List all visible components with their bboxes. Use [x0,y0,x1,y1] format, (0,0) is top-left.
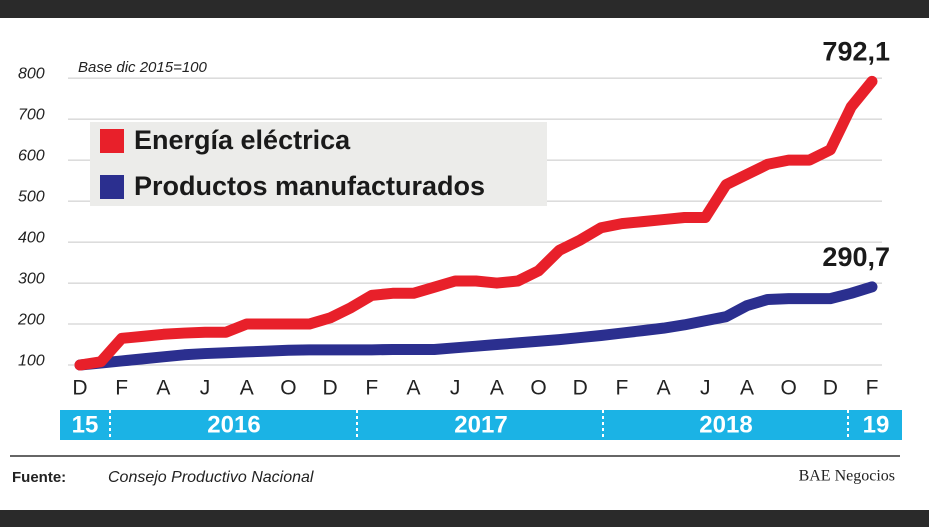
x-tick-label: A [406,377,420,400]
y-tick-label: 100 [18,352,45,369]
x-tick-label: O [280,377,296,400]
x-tick-label: A [240,377,254,400]
x-tick-label: J [450,377,461,400]
x-tick-label: D [823,377,838,400]
legend-label: Energía eléctrica [134,125,351,155]
x-tick-label: A [490,377,504,400]
year-label: 2016 [207,411,260,438]
year-label: 15 [72,411,99,438]
x-tick-label: J [700,377,711,400]
year-label: 19 [863,411,890,438]
value-label: 792,1 [822,37,890,67]
x-tick-label: F [866,377,879,400]
source-label: Fuente: [12,469,66,486]
series-line [74,75,878,371]
credit: BAE Negocios [799,468,895,485]
bottom-bar [0,510,929,527]
source: Consejo Productivo Nacional [108,469,314,486]
x-tick-label: A [657,377,671,400]
y-tick-label: 400 [18,229,45,246]
y-tick-label: 200 [17,311,45,328]
x-tick-label: F [615,377,628,400]
x-tick-label: D [72,377,87,400]
legend-box [90,122,547,206]
year-band [60,410,902,440]
subtitle: Base dic 2015=100 [78,59,208,76]
year-label: 2018 [699,411,752,438]
x-tick-label: O [780,377,796,400]
y-tick-label: 300 [18,270,45,287]
legend-swatch [100,175,124,199]
x-tick-label: F [115,377,128,400]
legend-label: Productos manufacturados [134,171,485,201]
x-tick-label: A [740,377,754,400]
y-tick-label: 600 [18,147,45,164]
legend-swatch [100,129,124,153]
lines: 290,7 792,1 [74,37,890,371]
x-tick-label: J [200,377,211,400]
y-tick-label: 500 [18,188,45,205]
x-tick-label: D [323,377,338,400]
x-tick-label: F [365,377,378,400]
top-bar [0,0,929,18]
year-label: 2017 [454,411,507,438]
x-tick-label: D [573,377,588,400]
years: 15 2016 2017 2018 19 [72,410,890,440]
series-line [74,281,878,371]
y-tick-label: 800 [18,65,45,82]
x-tick-label: A [156,377,170,400]
legend: Energía eléctrica Productos manufacturado… [100,125,485,201]
value-label: 290,7 [822,242,890,272]
y-tick-label: 700 [18,106,45,123]
x-tick-label: O [530,377,546,400]
